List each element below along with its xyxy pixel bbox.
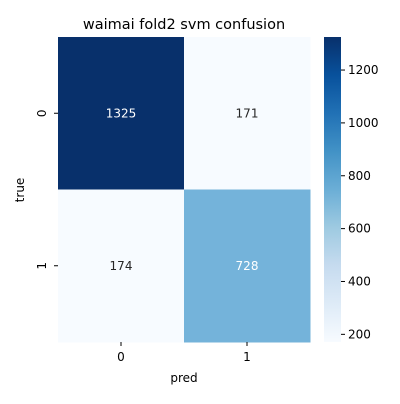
cell-value-label-0-1: 171 xyxy=(236,106,259,120)
x-axis-label: pred xyxy=(170,371,197,385)
y-tick-label: 0 xyxy=(35,109,49,117)
colorbar-gradient xyxy=(324,37,341,342)
cell-value-labels: 1325 171 174 728 xyxy=(106,106,259,273)
colorbar-tick-label: 1200 xyxy=(348,63,379,77)
heatmap-cell-0-0 xyxy=(58,37,185,190)
cell-value-label-1-0: 174 xyxy=(110,259,133,273)
x-tick-label: 1 xyxy=(243,350,251,364)
heatmap-cell-0-1 xyxy=(184,37,311,190)
y-axis-label: true xyxy=(13,178,27,203)
cell-value-label-0-0: 1325 xyxy=(106,106,137,120)
colorbar-tick-label: 200 xyxy=(348,327,371,341)
colorbar-tick-label: 600 xyxy=(348,222,371,236)
cell-value-label-1-1: 728 xyxy=(236,259,259,273)
colorbar-tick-label: 400 xyxy=(348,274,371,288)
y-axis: 01 xyxy=(35,109,58,270)
heatmap-cells xyxy=(58,37,311,343)
x-tick-label: 0 xyxy=(117,350,125,364)
heatmap-cell-1-0 xyxy=(58,189,185,343)
heatmap-cell-1-1 xyxy=(184,189,311,343)
y-tick-label: 1 xyxy=(35,262,49,270)
colorbar-tick-label: 1000 xyxy=(348,116,379,130)
colorbar: 200 400 600 800 1000 1200 xyxy=(324,37,379,342)
colorbar-tick-label: 800 xyxy=(348,169,371,183)
chart-title: waimai fold2 svm confusion xyxy=(83,17,285,33)
